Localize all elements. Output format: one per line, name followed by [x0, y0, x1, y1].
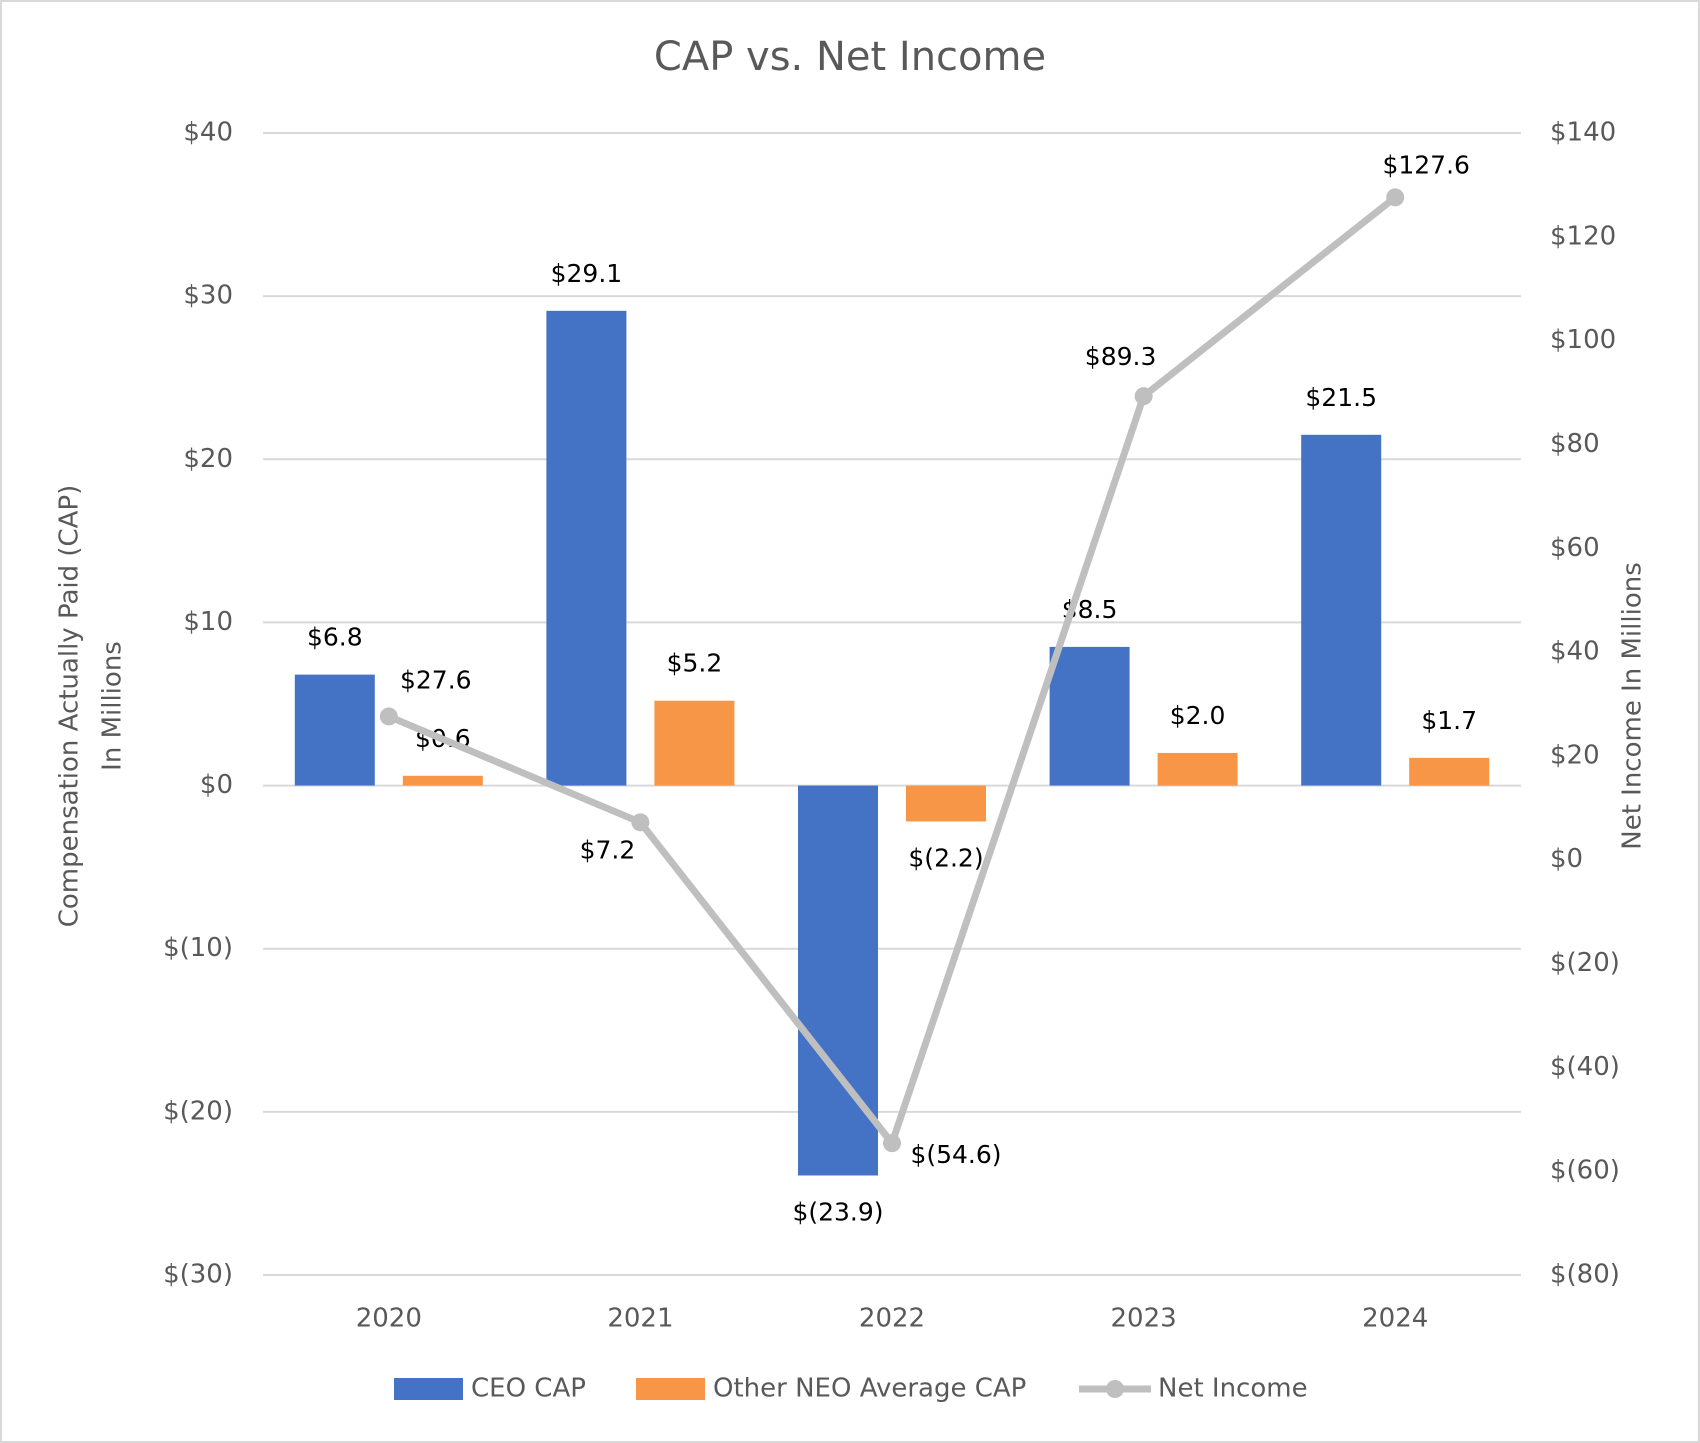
- y-tick-label: $(20): [163, 1096, 233, 1126]
- data-label: $(23.9): [792, 1197, 883, 1226]
- legend-swatch: [636, 1378, 705, 1400]
- bar: [1409, 757, 1490, 786]
- y-tick-label: $30: [183, 281, 233, 311]
- y2-tick-label: $100: [1550, 325, 1616, 355]
- bar: [906, 785, 986, 822]
- data-label: $6.8: [307, 623, 363, 652]
- data-label: $7.2: [580, 835, 636, 864]
- legend-swatch: [1106, 1380, 1124, 1398]
- data-label: $27.6: [400, 665, 472, 694]
- y-tick-label: $40: [183, 118, 233, 148]
- data-label: $2.0: [1170, 701, 1226, 730]
- y-tick-label: $0: [200, 770, 233, 800]
- y-tick-label: $20: [183, 444, 233, 474]
- y2-tick-label: $(20): [1550, 948, 1620, 978]
- data-label: $(2.2): [908, 843, 983, 872]
- bar: [1049, 646, 1130, 786]
- data-label: $(54.6): [910, 1140, 1001, 1169]
- bar: [798, 785, 878, 1176]
- y2-tick-label: $120: [1550, 221, 1616, 251]
- x-tick-label: 2020: [356, 1304, 422, 1334]
- y-tick-label: $(10): [163, 933, 233, 963]
- data-label: $127.6: [1382, 150, 1469, 179]
- x-tick-label: 2023: [1111, 1304, 1177, 1334]
- x-tick-label: 2022: [859, 1304, 925, 1334]
- marker: [379, 707, 398, 726]
- bar: [1157, 752, 1238, 786]
- bar: [402, 775, 483, 786]
- marker: [631, 813, 650, 832]
- legend-label: Other NEO Average CAP: [713, 1374, 1026, 1404]
- y2-tick-label: $80: [1550, 429, 1600, 459]
- x-tick-label: 2024: [1362, 1304, 1428, 1334]
- y-tick-label: $(30): [163, 1260, 233, 1290]
- y2-tick-label: $(80): [1550, 1260, 1620, 1290]
- y2-axis-title: Net Income In Millions: [1618, 562, 1648, 850]
- legend-swatch: [394, 1378, 463, 1400]
- bar: [294, 674, 375, 786]
- data-label: $21.5: [1305, 383, 1377, 412]
- bar: [546, 310, 627, 786]
- y2-tick-label: $(60): [1550, 1156, 1620, 1186]
- data-label: $29.1: [551, 259, 623, 288]
- bar: [1301, 434, 1382, 786]
- y2-tick-label: $40: [1550, 637, 1600, 667]
- y2-tick-label: $0: [1550, 844, 1583, 874]
- y-axis-title: In Millions: [98, 641, 128, 771]
- y2-tick-label: $60: [1550, 533, 1600, 563]
- data-label: $89.3: [1085, 342, 1157, 371]
- y2-tick-label: $140: [1550, 118, 1616, 148]
- legend-label: Net Income: [1158, 1374, 1308, 1404]
- marker: [883, 1134, 901, 1153]
- marker: [1134, 387, 1153, 406]
- legend-label: CEO CAP: [471, 1374, 586, 1404]
- x-tick-label: 2021: [607, 1304, 673, 1334]
- y-axis-title: Compensation Actually Paid (CAP): [55, 485, 85, 928]
- bar: [654, 700, 735, 786]
- y-tick-label: $10: [183, 607, 233, 637]
- marker: [1386, 188, 1405, 207]
- data-label: $1.7: [1421, 706, 1477, 735]
- data-label: $5.2: [667, 649, 723, 678]
- y2-tick-label: $(40): [1550, 1052, 1620, 1082]
- y2-tick-label: $20: [1550, 740, 1600, 770]
- chart-title: CAP vs. Net Income: [654, 34, 1046, 80]
